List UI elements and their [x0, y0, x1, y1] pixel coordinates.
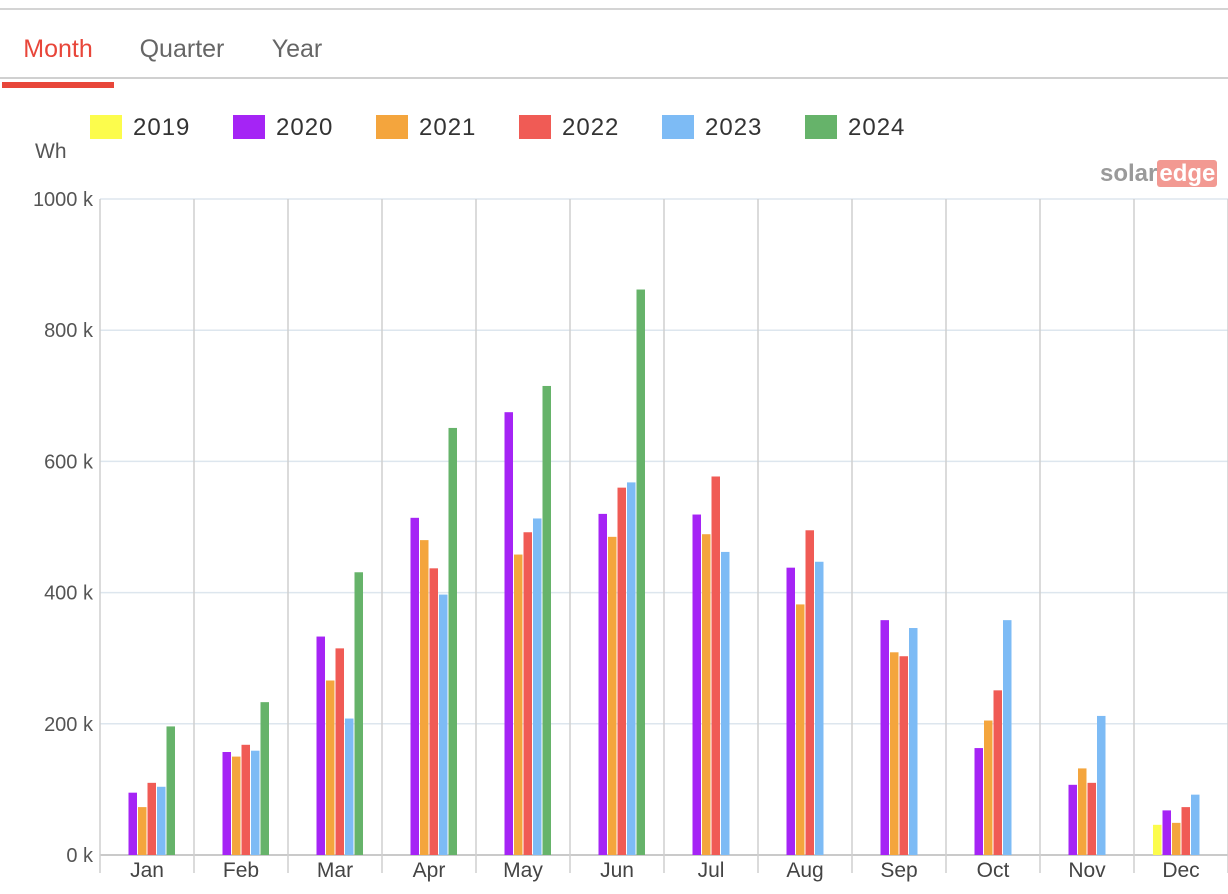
bar-2020-dec	[1162, 810, 1171, 855]
legend-swatch-2021	[376, 115, 408, 139]
bar-2021-mar	[326, 680, 335, 855]
bar-2024-jun	[636, 289, 645, 855]
bar-2019-dec	[1153, 824, 1162, 855]
x-tick-label: Jan	[130, 859, 164, 882]
legend-label-2020: 2020	[276, 114, 334, 141]
x-tick-label: Sep	[880, 859, 917, 882]
bar-2021-jan	[138, 807, 147, 855]
y-tick-label: 1000 k	[33, 189, 94, 211]
bar-2020-feb	[222, 752, 231, 855]
bar-2022-may	[523, 532, 532, 855]
x-tick-label: May	[503, 859, 543, 882]
y-tick-label: 200 k	[44, 714, 94, 736]
bar-2022-apr	[429, 568, 438, 855]
bar-2020-apr	[410, 517, 419, 855]
legend-swatch-2020	[233, 115, 265, 139]
bar-2023-mar	[345, 718, 354, 855]
legend-label-2024: 2024	[848, 114, 906, 141]
bar-2024-jan	[166, 726, 175, 855]
bar-2023-apr	[439, 594, 448, 855]
legend-label-2023: 2023	[705, 114, 763, 141]
tab-quarter[interactable]: Quarter	[139, 35, 225, 63]
bar-2020-oct	[974, 748, 983, 855]
y-tick-label: 600 k	[44, 451, 94, 473]
legend-swatch-2019	[90, 115, 122, 139]
bar-2023-nov	[1097, 715, 1106, 855]
bar-2023-feb	[251, 750, 260, 855]
bar-2023-dec	[1191, 794, 1200, 855]
bar-2021-jul	[702, 534, 711, 855]
bar-2020-nov	[1068, 784, 1077, 855]
x-tick-label: Oct	[977, 859, 1010, 882]
y-tick-label: 0 k	[66, 845, 94, 867]
bar-2022-dec	[1181, 807, 1190, 855]
bar-2020-jul	[692, 514, 701, 855]
bar-2020-may	[504, 412, 513, 855]
active-tab-indicator	[2, 82, 114, 88]
bar-2021-nov	[1078, 768, 1087, 855]
legend-swatch-2022	[519, 115, 551, 139]
y-axis-unit-label: Wh	[35, 140, 67, 163]
bar-2024-apr	[448, 427, 457, 855]
bar-2024-may	[542, 385, 551, 855]
legend-label-2019: 2019	[133, 114, 191, 141]
bar-2021-dec	[1172, 822, 1181, 855]
bar-2022-jun	[617, 487, 626, 855]
bar-2020-mar	[316, 636, 325, 855]
bar-2023-jun	[627, 482, 636, 855]
bar-2023-aug	[815, 561, 824, 855]
top-divider	[0, 8, 1228, 10]
bar-2020-jun	[598, 513, 607, 855]
legend-swatch-2024	[805, 115, 837, 139]
tab-year[interactable]: Year	[271, 35, 323, 63]
bar-2023-jan	[157, 786, 166, 855]
tabs-divider	[0, 77, 1228, 79]
bar-2022-sep	[899, 656, 908, 855]
bar-2021-may	[514, 554, 523, 855]
bar-2023-oct	[1003, 620, 1012, 855]
bar-2023-sep	[909, 628, 918, 855]
bar-2020-jan	[128, 792, 137, 855]
bar-2022-jul	[711, 476, 720, 855]
x-tick-label: Jul	[698, 859, 725, 882]
x-tick-label: Jun	[600, 859, 634, 882]
x-tick-label: Mar	[317, 859, 353, 882]
bar-2024-feb	[260, 702, 269, 855]
bar-2021-sep	[890, 652, 899, 855]
bar-2022-nov	[1087, 782, 1096, 855]
x-tick-label: Aug	[786, 859, 823, 882]
y-tick-label: 800 k	[44, 320, 94, 342]
bar-2022-feb	[241, 744, 250, 855]
bar-2023-jul	[721, 551, 730, 855]
period-tabs: Month Quarter Year	[0, 10, 1228, 88]
legend-label-2021: 2021	[419, 114, 477, 141]
x-tick-label: Nov	[1068, 859, 1106, 882]
bar-2024-mar	[354, 572, 363, 855]
bar-2020-aug	[786, 567, 795, 855]
tab-month[interactable]: Month	[23, 35, 93, 63]
bar-2021-feb	[232, 756, 241, 855]
legend-swatch-2023	[662, 115, 694, 139]
bar-2022-aug	[805, 530, 814, 855]
x-tick-label: Feb	[223, 859, 259, 882]
bar-2021-apr	[420, 540, 429, 855]
bar-2021-oct	[984, 720, 993, 855]
bar-2021-aug	[796, 604, 805, 855]
y-tick-label: 400 k	[44, 583, 94, 605]
bar-2022-jan	[147, 782, 156, 855]
bar-2022-oct	[993, 690, 1002, 855]
bar-2021-jun	[608, 536, 617, 855]
bar-2023-may	[533, 518, 542, 855]
x-tick-label: Dec	[1162, 859, 1199, 882]
x-tick-label: Apr	[413, 859, 446, 882]
solaredge-logo: solaredge	[1100, 160, 1218, 187]
bar-2020-sep	[880, 620, 889, 855]
bar-2022-mar	[335, 648, 344, 855]
legend-label-2022: 2022	[562, 114, 620, 141]
